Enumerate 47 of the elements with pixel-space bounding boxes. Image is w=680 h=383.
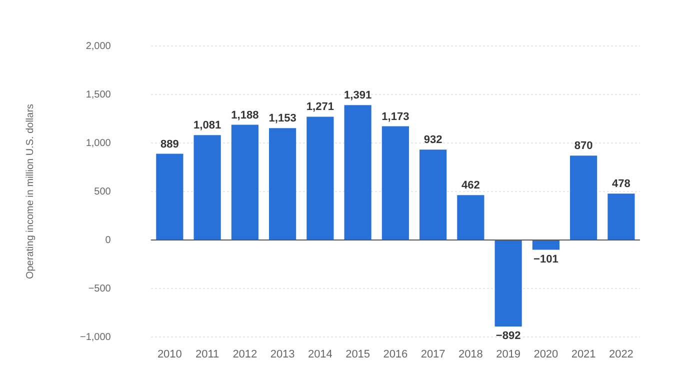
data-label: 932 [424,134,442,146]
bar [457,195,484,240]
y-tick-label: 2,000 [86,40,112,52]
x-tick-label: 2019 [496,348,521,361]
bar [156,154,184,240]
x-tick-label: 2016 [383,348,408,361]
bar [494,240,522,327]
data-label: 1,173 [382,110,410,123]
bar [532,240,560,250]
bar [231,124,258,240]
bar [382,126,409,240]
bar [194,135,221,240]
data-label: 1,391 [344,90,372,102]
data-label: 1,153 [268,112,296,125]
y-tick-label: 500 [94,186,112,198]
x-tick-label: 2018 [458,348,483,361]
x-tick-label: 2011 [195,348,220,361]
x-tick-label: 2012 [232,348,258,361]
data-label: 889 [160,138,179,150]
y-axis-title: Operating income in million U.S. dollars [24,104,36,280]
x-tick-label: 2017 [420,348,446,361]
data-label: 1,188 [231,109,259,122]
x-tick-label: 2014 [308,348,332,361]
bar [570,156,598,240]
data-label: 1,081 [194,120,222,132]
data-label: 462 [462,180,480,192]
x-tick-label: 2022 [608,348,634,361]
y-tick-label: 1,500 [86,89,112,100]
bar [344,105,372,240]
y-tick-label: 0 [105,234,112,246]
data-label: 1,271 [306,101,334,114]
bar [269,128,296,240]
data-label: −892 [496,330,521,342]
x-tick-label: 2013 [270,348,295,361]
bar [306,116,334,240]
data-label: 870 [574,140,593,152]
data-label: −101 [534,253,558,266]
y-tick-label: −1,000 [80,332,112,343]
bar [608,194,635,240]
x-tick-label: 2021 [571,348,596,361]
x-tick-label: 2015 [346,348,370,361]
y-tick-label: −500 [88,283,112,294]
y-tick-label: 1,000 [86,138,112,149]
x-tick-label: 2010 [157,348,182,361]
data-label: 478 [612,178,630,190]
bar [420,150,447,240]
x-tick-label: 2020 [534,348,558,361]
